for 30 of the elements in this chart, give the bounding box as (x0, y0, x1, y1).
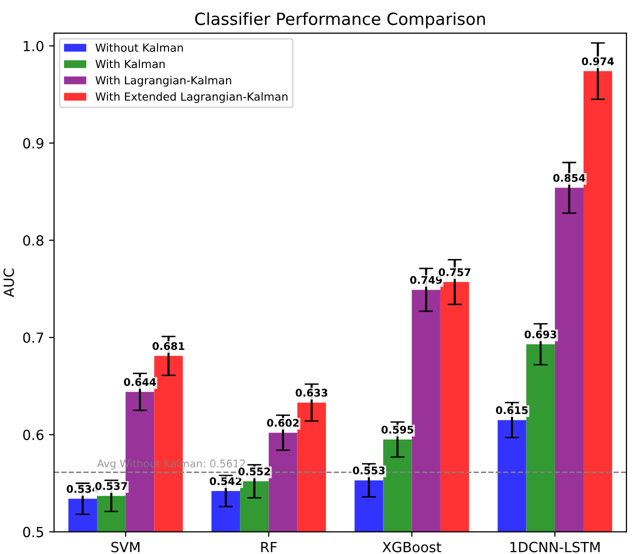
legend-label: With Kalman (96, 60, 165, 68)
x-tick-label: XGBoost (382, 542, 442, 552)
data-label: 0.644 (124, 378, 156, 386)
y-tick-label: 1.0 (24, 40, 44, 52)
data-label: 0.595 (382, 426, 414, 434)
data-label: 0.854 (553, 174, 586, 182)
y-axis-title: AUC (4, 268, 14, 298)
data-label: 0.681 (152, 342, 184, 350)
x-tick-label: SVM (111, 542, 140, 552)
legend-label: Without Kalman (96, 43, 183, 52)
chart-title: Classifier Performance Comparison (195, 12, 485, 28)
y-tick-label: 0.8 (23, 235, 44, 246)
data-label: 0.633 (296, 388, 328, 397)
data-label: 0.693 (524, 330, 556, 338)
data-label: 0.615 (496, 406, 528, 414)
data-label: 0.749 (410, 276, 442, 284)
data-label: 0.602 (267, 418, 299, 427)
data-label: 0.974 (582, 57, 614, 66)
y-tick-label: 0.7 (23, 332, 44, 343)
data-label: 0.552 (238, 468, 270, 476)
y-tick-label: 0.6 (23, 430, 44, 440)
y-tick-label: 0.5 (23, 526, 44, 538)
data-label: 0.553 (352, 466, 385, 474)
legend-label: With Lagrangian-Kalman (96, 76, 232, 87)
data-label: 0.542 (210, 477, 242, 486)
y-tick-label: 0.9 (23, 138, 44, 149)
data-label: 0.757 (438, 268, 470, 276)
x-tick-label: 1DCNN-LSTM (510, 542, 600, 552)
x-tick-label: RF (261, 542, 277, 552)
legend-label: With Extended Lagrangian-Kalman (96, 92, 288, 103)
